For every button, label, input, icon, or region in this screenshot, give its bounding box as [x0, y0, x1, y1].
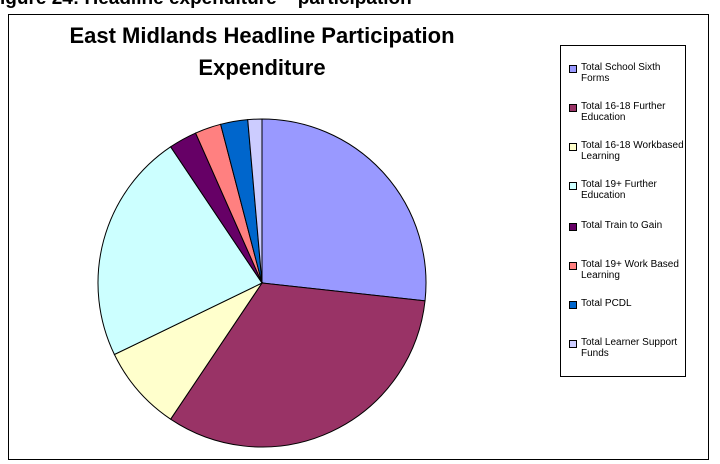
legend-swatch [569, 182, 577, 190]
legend-label: Total 16-18 Workbased Learning [581, 140, 684, 162]
legend-label: Total PCDL [581, 298, 632, 309]
chart-legend: Total School Sixth Forms Total 16-18 Fur… [560, 45, 686, 377]
legend-label: Total School Sixth Forms [581, 62, 661, 84]
pie-slice [169, 282, 426, 448]
legend-swatch [569, 301, 577, 309]
legend-swatch [569, 223, 577, 231]
pie-slice [97, 146, 263, 356]
pie-slice [261, 118, 427, 302]
legend-swatch [569, 65, 577, 73]
page-heading: igure 24: Headline expenditure – partici… [0, 0, 720, 9]
pie-slice [113, 281, 264, 420]
legend-swatch [569, 262, 577, 270]
legend-swatch [569, 104, 577, 112]
chart-title: East Midlands Headline Participation Exp… [69, 23, 455, 80]
legend-swatch [569, 143, 577, 151]
legend-label: Total 19+ Further Education [581, 179, 657, 201]
legend-label: Total Learner Support Funds [581, 337, 678, 359]
legend-label: Total Train to Gain [581, 220, 663, 231]
legend-label: Total 19+ Work Based Learning [581, 259, 679, 281]
legend-label: Total 16-18 Further Education [581, 101, 666, 123]
pie-slice [247, 118, 263, 284]
legend-swatch [569, 340, 577, 348]
